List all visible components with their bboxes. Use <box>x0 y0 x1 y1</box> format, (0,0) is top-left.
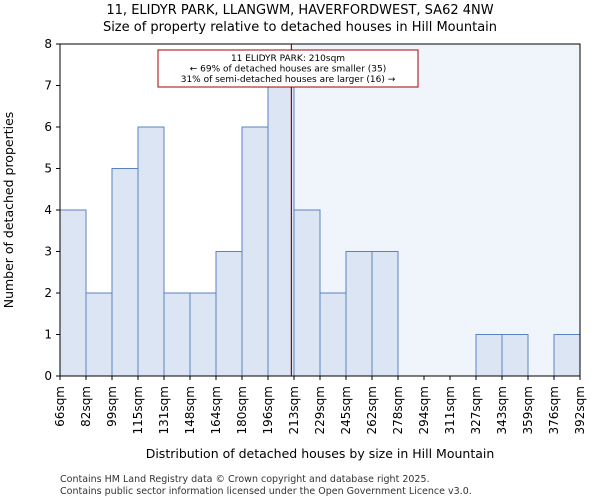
x-tick-label: 376sqm <box>547 386 561 434</box>
bar-327sqm <box>475 334 503 377</box>
chart-title-line1: 11, ELIDYR PARK, LLANGWM, HAVERFORDWEST,… <box>106 3 493 18</box>
bar-148sqm <box>189 292 217 377</box>
x-tick-label: 164sqm <box>209 386 223 434</box>
bar-229sqm <box>319 292 347 377</box>
bar-131sqm <box>163 292 191 377</box>
bar-180sqm <box>241 126 269 377</box>
bar-376sqm <box>553 334 581 377</box>
bar-82sqm <box>85 292 113 377</box>
x-tick-label: 99sqm <box>105 386 119 427</box>
y-tick-label: 0 <box>44 369 52 383</box>
x-tick-label: 392sqm <box>573 386 587 434</box>
bar-115sqm <box>137 126 165 377</box>
x-tick-label: 148sqm <box>183 386 197 434</box>
x-tick-label: 294sqm <box>417 386 431 434</box>
x-tick-label: 229sqm <box>313 386 327 434</box>
bar-343sqm <box>501 334 529 377</box>
bar-99sqm <box>111 168 139 377</box>
x-tick-label: 131sqm <box>157 386 171 434</box>
y-tick-label: 4 <box>44 203 52 217</box>
y-tick-label: 6 <box>44 120 52 134</box>
x-tick-label: 213sqm <box>287 386 301 434</box>
bar-213sqm <box>293 209 321 377</box>
x-axis-label: Distribution of detached houses by size … <box>146 446 495 461</box>
bar-245sqm <box>345 251 373 377</box>
y-tick-label: 5 <box>44 162 52 176</box>
plot-area: 0 1 2 3 4 5 6 7 8 66sqm 82sqm 99sqm 115sqm 131sqm 148s… <box>44 37 587 434</box>
y-tick-label: 2 <box>44 286 52 300</box>
bar-66sqm <box>59 209 87 377</box>
x-tick-label: 180sqm <box>235 386 249 434</box>
chart-title-line2: Size of property relative to detached ho… <box>103 20 497 35</box>
x-tick-label: 359sqm <box>521 386 535 434</box>
bar-262sqm <box>371 251 399 377</box>
bar-196sqm <box>267 85 295 377</box>
y-tick-label: 8 <box>44 37 52 51</box>
x-tick-label: 327sqm <box>469 386 483 434</box>
x-tick-label: 278sqm <box>391 386 405 434</box>
footer-line1: Contains HM Land Registry data © Crown c… <box>60 474 430 485</box>
x-tick-label: 262sqm <box>365 386 379 434</box>
annotation-line3: 31% of semi-detached houses are larger (… <box>181 75 396 85</box>
footer-line2: Contains public sector information licen… <box>60 486 472 497</box>
annotation-line2: ← 69% of detached houses are smaller (35… <box>190 65 387 75</box>
x-tick-label: 115sqm <box>131 386 145 434</box>
y-tick-label: 3 <box>44 245 52 259</box>
x-tick-label: 343sqm <box>495 386 509 434</box>
y-tick-label: 7 <box>44 79 52 93</box>
annotation-box <box>157 49 419 88</box>
x-tick-label: 196sqm <box>261 386 275 434</box>
x-tick-label: 82sqm <box>79 386 93 427</box>
y-tick-label: 1 <box>44 328 52 342</box>
bar-164sqm <box>215 251 243 377</box>
x-tick-label: 311sqm <box>443 386 457 434</box>
x-tick-label: 245sqm <box>339 386 353 434</box>
annotation-line1: 11 ELIDYR PARK: 210sqm <box>231 54 345 64</box>
y-axis-label: Number of detached properties <box>1 112 16 309</box>
x-tick-label: 66sqm <box>53 386 67 427</box>
